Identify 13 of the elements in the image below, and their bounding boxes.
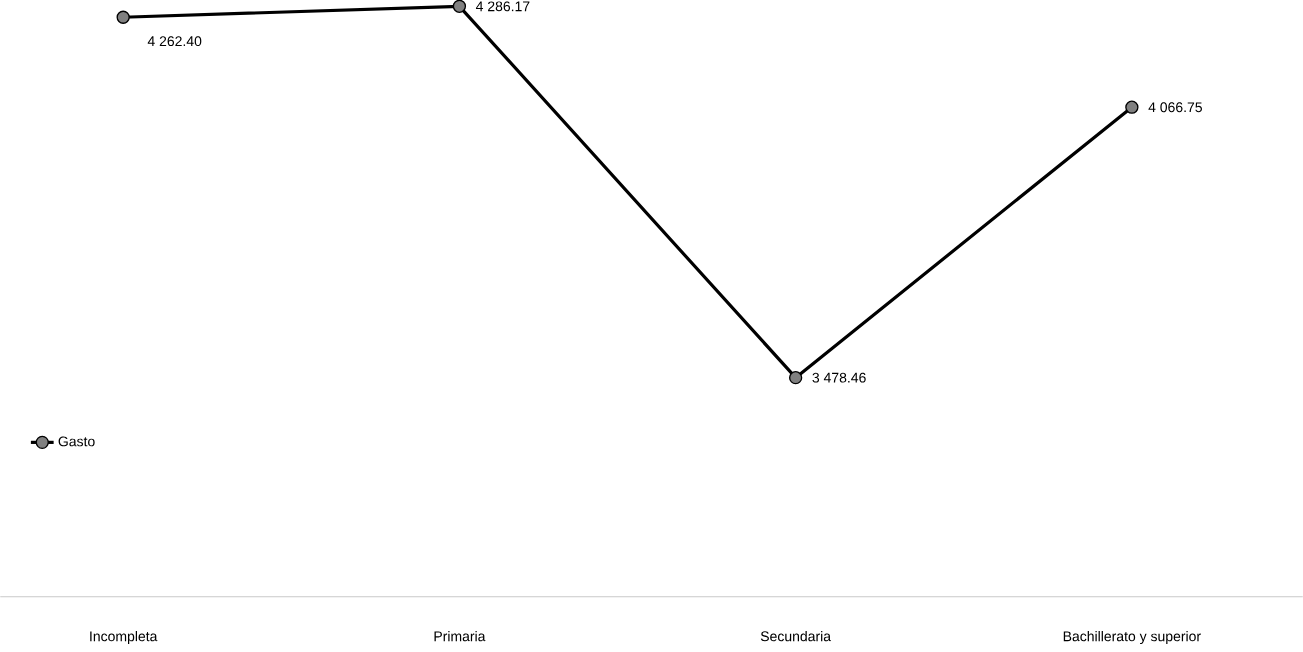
x-tick-label: Incompleta [90,631,158,645]
x-tick-label: Secundaria [760,631,832,642]
point [1125,100,1139,115]
legend-label: Gasto [58,436,95,447]
point [788,371,803,385]
point [452,0,467,14]
data-label: 3 478.46 [812,372,866,383]
x-tick-label: Bachillerato y superior [1063,631,1201,645]
data-label: 4 262.40 [147,36,202,47]
data-label: 4 066.75 [1148,102,1202,113]
x-tick-label: Primaria [434,631,486,642]
data-label: 4 286.17 [475,1,530,12]
point [116,10,130,25]
